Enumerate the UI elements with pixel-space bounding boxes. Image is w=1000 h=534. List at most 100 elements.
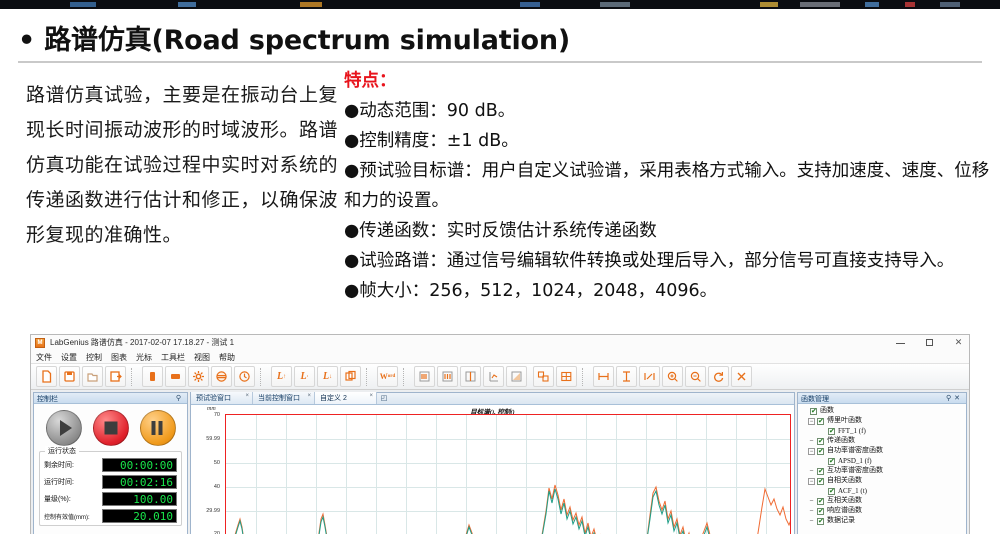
zoom-in-icon[interactable]	[662, 366, 683, 387]
clock-icon[interactable]	[234, 366, 255, 387]
checkbox[interactable]	[817, 437, 824, 446]
checkbox[interactable]	[817, 497, 824, 506]
save-icon[interactable]	[59, 366, 80, 387]
menu-item-settings[interactable]: 设置	[61, 352, 77, 362]
checkbox[interactable]	[828, 487, 835, 496]
expander-icon[interactable]: −	[808, 477, 815, 485]
new-file-icon[interactable]	[36, 366, 57, 387]
expander-icon	[819, 428, 826, 435]
minimize-button[interactable]	[894, 336, 907, 349]
menu-item-cursor[interactable]: 光标	[136, 352, 152, 362]
y-tick-1: 59.99	[206, 436, 220, 442]
checkbox[interactable]	[828, 457, 835, 466]
pause-button[interactable]	[139, 410, 176, 446]
level-down-icon[interactable]: L ↓	[317, 366, 338, 387]
bar-chart-icon[interactable]	[414, 366, 435, 387]
elapsed-time-label: 运行时间:	[44, 479, 74, 486]
pin-icon[interactable]: ⚲	[945, 395, 955, 402]
tree-node-fourier[interactable]: − 傅里叶函数	[801, 416, 963, 426]
split-chart-icon[interactable]	[460, 366, 481, 387]
status-row-elapsed-time: 运行时间: 00:02:16	[44, 475, 177, 489]
tree-node-transfer-function[interactable]: – 传递函数	[801, 436, 963, 446]
menu-bar: 文件 设置 控制 图表 光标 工具栏 视图 帮助	[31, 351, 969, 364]
close-icon[interactable]: ✕	[954, 395, 963, 402]
tree-node-fft-1[interactable]: FFT_1 (f)	[801, 426, 963, 436]
transport-controls	[34, 404, 187, 449]
tree-node-label: 响应谱函数	[827, 507, 862, 514]
expander-icon[interactable]: −	[808, 417, 815, 425]
settings-gear-icon[interactable]	[188, 366, 209, 387]
tree-node-label: APSD_1 (f)	[838, 457, 872, 465]
checkbox[interactable]	[817, 417, 824, 426]
menu-item-toolbar[interactable]: 工具栏	[161, 352, 185, 362]
tab-overflow-icon[interactable]: ◰	[380, 395, 388, 402]
tab-close-icon[interactable]: ×	[307, 393, 311, 399]
tree-node-acf-1[interactable]: ACF_1 (t)	[801, 486, 963, 496]
zoom-out-icon[interactable]	[685, 366, 706, 387]
tree-node-apsd[interactable]: − 自功率谱密度函数	[801, 446, 963, 456]
menu-item-help[interactable]: 帮助	[219, 352, 235, 362]
copy-window-icon[interactable]	[340, 366, 361, 387]
stop-button[interactable]	[92, 410, 129, 446]
clear-icon[interactable]	[731, 366, 752, 387]
print-icon[interactable]	[142, 366, 163, 387]
bar-chart2-icon[interactable]	[437, 366, 458, 387]
menu-item-file[interactable]: 文件	[36, 352, 52, 362]
tree-node-cpsd[interactable]: – 互功率谱密度函数	[801, 466, 963, 476]
tab-close-icon[interactable]: ×	[245, 393, 249, 399]
refresh-icon[interactable]	[708, 366, 729, 387]
close-button[interactable]: ✕	[954, 337, 963, 347]
checkbox[interactable]	[817, 517, 824, 526]
checkbox[interactable]	[817, 507, 824, 516]
menu-item-control[interactable]: 控制	[86, 352, 102, 362]
checkbox[interactable]	[817, 447, 824, 456]
application-window: M LabGenius 路谱仿真 - 2017-02-07 17.18.27 -…	[30, 334, 970, 534]
plot-region[interactable]	[225, 414, 791, 534]
tab-pretest-window[interactable]: 预试验窗口 ×	[191, 392, 253, 404]
checkbox[interactable]	[828, 427, 835, 436]
app-logo-icon: M	[35, 338, 45, 348]
checkbox[interactable]	[810, 407, 817, 416]
layout-tile-icon[interactable]	[533, 366, 554, 387]
control-panel-pin-icon[interactable]: ⚲	[175, 395, 184, 402]
checkbox[interactable]	[817, 467, 824, 476]
tree-node-response-spectrum[interactable]: – 响应谱函数	[801, 506, 963, 516]
expander-icon	[819, 458, 826, 465]
level-up-icon[interactable]: L ↑	[271, 366, 292, 387]
menu-item-chart[interactable]: 图表	[111, 352, 127, 362]
tree-node-functions[interactable]: 函数	[801, 406, 963, 416]
menu-item-view[interactable]: 视图	[194, 352, 210, 362]
checkbox[interactable]	[817, 477, 824, 486]
level-hold-icon[interactable]: L ·	[294, 366, 315, 387]
area-chart-icon[interactable]	[506, 366, 527, 387]
maximize-button[interactable]	[923, 336, 936, 349]
tab-current-control-window[interactable]: 当前控制窗口 ×	[253, 392, 315, 404]
expander-icon[interactable]: −	[808, 447, 815, 455]
vertical-cursor-icon[interactable]	[616, 366, 637, 387]
status-row-level: 量级(%): 100.00	[44, 492, 177, 506]
title-divider	[18, 61, 982, 63]
y-tick-3: 40	[213, 484, 220, 490]
axis-scale-icon[interactable]	[483, 366, 504, 387]
export-icon[interactable]	[105, 366, 126, 387]
spectrum-icon[interactable]	[211, 366, 232, 387]
feature-item-4: ●试验路谱：通过信号编辑软件转换或处理后导入，部分信号可直接支持导入。	[344, 251, 955, 271]
tree-node-crosscorrelation[interactable]: – 互相关函数	[801, 496, 963, 506]
tree-node-apsd-1[interactable]: APSD_1 (f)	[801, 456, 963, 466]
tab-close-icon[interactable]: ×	[369, 393, 373, 399]
control-panel-header: 控制栏 ⚲	[34, 393, 187, 404]
report-icon[interactable]	[165, 366, 186, 387]
run-button[interactable]	[45, 410, 82, 446]
layout-grid-icon[interactable]	[556, 366, 577, 387]
open-folder-icon[interactable]	[82, 366, 103, 387]
tree-node-autocorrelation[interactable]: − 自相关函数	[801, 476, 963, 486]
tree-node-data-record[interactable]: – 数据记录	[801, 516, 963, 526]
toolbar-group-charts	[413, 366, 528, 387]
band-cursor-icon[interactable]	[639, 366, 660, 387]
series-control	[235, 488, 710, 534]
tab-custom-2[interactable]: 自定义 2 ×	[315, 392, 377, 404]
function-manager-header-buttons[interactable]: ⚲✕	[946, 394, 963, 402]
tree-node-label: 函数	[820, 407, 834, 414]
horizontal-cursor-icon[interactable]	[593, 366, 614, 387]
